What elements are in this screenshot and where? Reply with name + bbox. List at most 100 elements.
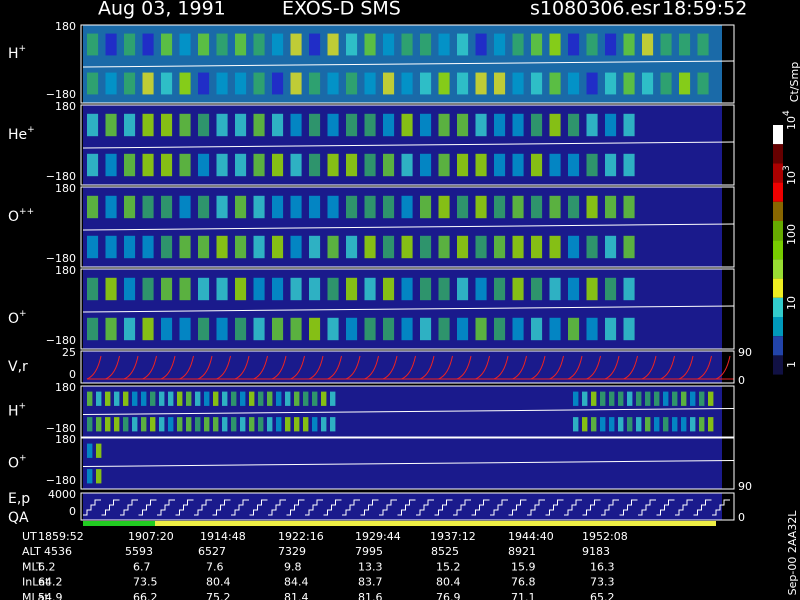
row-value: 73.3 <box>590 576 615 589</box>
velocity-trace <box>123 355 143 380</box>
spectrogram-cell <box>290 195 302 219</box>
spectrogram-cell <box>549 195 561 219</box>
spectrogram-cell <box>309 195 321 219</box>
spectrogram-cell <box>475 153 487 177</box>
row-value: 15.2 <box>436 560 461 573</box>
spectrogram-cell <box>186 391 192 406</box>
energy-step <box>527 499 545 516</box>
spectrogram-cell <box>420 153 432 177</box>
panel-label-base: H <box>8 404 19 420</box>
spectrogram-cell <box>457 113 469 137</box>
spectrogram-cell <box>161 195 173 219</box>
panel-frame <box>80 350 735 384</box>
energy-step <box>286 499 305 516</box>
spectrogram-cell <box>87 195 99 219</box>
energy-step <box>194 499 212 516</box>
spectrogram-cell <box>475 317 487 341</box>
spectrogram-cell <box>216 317 228 341</box>
qa-bar <box>155 521 716 526</box>
row-value: 1944:40 <box>508 530 554 543</box>
spectrogram-cell <box>124 153 136 177</box>
spectrogram-cell <box>401 72 413 95</box>
spectrogram-cell <box>457 72 469 95</box>
spectrogram-cell <box>142 72 154 95</box>
colorbar-segment <box>773 144 783 164</box>
velocity-trace <box>567 355 587 380</box>
spectrogram-cell <box>494 33 506 56</box>
spectrogram-cell <box>531 72 543 95</box>
spectrogram-cell <box>623 72 635 95</box>
row-value: 16.3 <box>590 560 615 573</box>
spectrogram-cell <box>568 235 580 259</box>
panel-label: V,r <box>8 359 28 375</box>
velocity-trace <box>641 355 661 380</box>
row-value: 83.7 <box>358 576 383 589</box>
spectrogram-cell <box>438 33 450 56</box>
velocity-trace <box>660 355 679 380</box>
spectrogram-cell <box>258 417 264 432</box>
y-tick-label: 180 <box>55 100 76 113</box>
spectrogram-cell <box>586 33 598 56</box>
spectrogram-cell <box>699 391 705 406</box>
colorbar-tick-label: 103 <box>782 165 799 185</box>
energy-step <box>453 499 471 516</box>
spectrogram-cell <box>105 72 117 95</box>
spectrogram-cell <box>494 153 506 177</box>
spectrogram-cell <box>177 391 183 406</box>
spectrogram-cell <box>679 72 691 95</box>
spectrogram-cell <box>235 113 247 137</box>
velocity-trace <box>142 355 161 380</box>
spectrogram-cell <box>272 235 284 259</box>
spectrogram-cell <box>383 277 395 301</box>
spectrogram-cell <box>87 391 93 406</box>
spectrogram-cell <box>272 113 284 137</box>
spectrogram-cell <box>124 235 136 259</box>
velocity-trace <box>382 355 402 380</box>
y-tick-label: 25 <box>62 346 76 359</box>
row-label: MLat <box>22 591 49 600</box>
spectrogram-cell <box>327 72 339 95</box>
spectrogram-cell <box>531 113 543 137</box>
spectrogram-cell <box>605 113 617 137</box>
energy-step <box>379 499 397 516</box>
energy-step <box>471 499 490 516</box>
spectrogram-cell <box>309 72 321 95</box>
row-value: 6.2 <box>38 560 56 573</box>
spectrogram-cell <box>272 317 284 341</box>
row-label: ALT <box>22 545 41 558</box>
spectrogram-cell <box>216 277 228 301</box>
spectrogram-cell <box>124 195 136 219</box>
panel-label-base: E,p <box>8 491 30 507</box>
spectrogram-cell <box>231 391 237 406</box>
spectrogram-cell <box>605 72 617 95</box>
panel-label-sup: + <box>27 125 35 135</box>
velocity-trace <box>493 355 513 380</box>
spectrogram-cell <box>457 153 469 177</box>
spectrogram-cell <box>105 417 111 432</box>
spectrogram-cell <box>142 113 154 137</box>
spectrogram-cell <box>568 113 580 137</box>
energy-step <box>564 499 582 516</box>
energy-step <box>434 499 453 516</box>
spectrogram-cell <box>179 235 191 259</box>
spectrogram-cell <box>240 391 246 406</box>
spectrogram-cell <box>290 33 302 56</box>
spectrogram-cell <box>161 153 173 177</box>
spectrogram-cell <box>105 277 117 301</box>
row-value: 1937:12 <box>430 530 476 543</box>
spectrogram-cell <box>96 417 102 432</box>
velocity-trace <box>216 355 235 380</box>
spectrogram-cell <box>346 277 358 301</box>
spectrogram-cell <box>123 417 129 432</box>
spectrogram-cell <box>690 391 696 406</box>
spectrogram-cell <box>401 153 413 177</box>
row-value: 81.6 <box>358 591 383 600</box>
panel-frame <box>80 268 735 350</box>
row-value: 6527 <box>198 545 226 558</box>
spectrogram-cell <box>586 277 598 301</box>
spectrogram-cell <box>142 153 154 177</box>
spectrogram-cell <box>179 72 191 95</box>
spectrogram-cell <box>457 317 469 341</box>
spectrogram-cell <box>303 417 309 432</box>
